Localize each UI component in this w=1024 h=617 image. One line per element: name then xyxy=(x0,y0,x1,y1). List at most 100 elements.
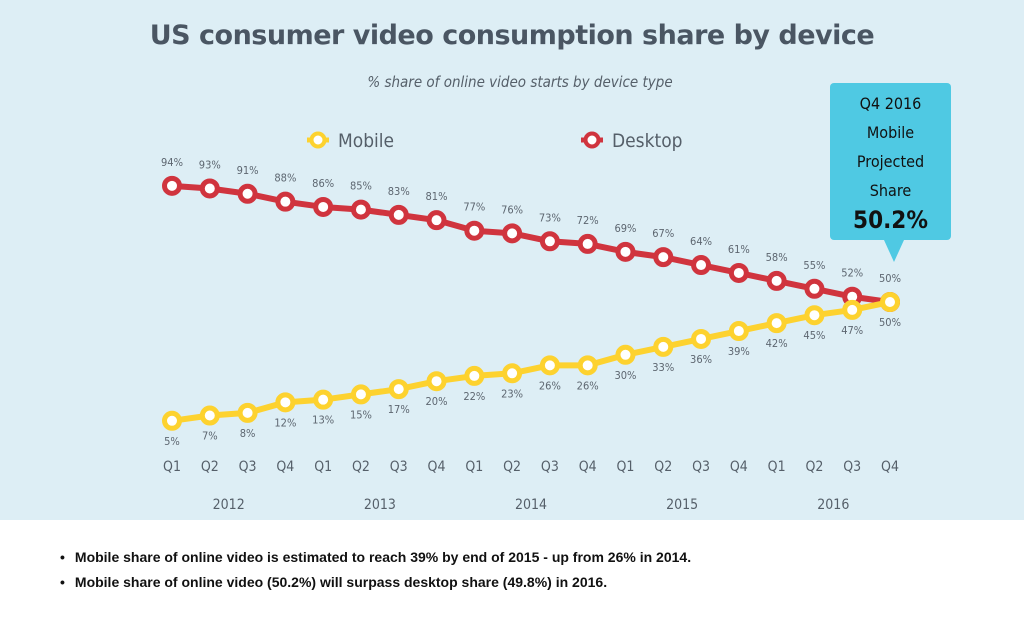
data-label: 50% xyxy=(879,272,901,285)
data-point xyxy=(464,220,485,241)
x-tick-label: Q4 xyxy=(276,459,294,475)
legend-label: Desktop xyxy=(612,130,683,152)
data-label: 22% xyxy=(463,390,485,403)
line-chart: Mobile Desktop 94% 93% 91% 88% 86% 85% 83% 81% 77%… xyxy=(161,130,901,513)
data-point xyxy=(766,313,787,334)
x-tick-label: Q1 xyxy=(163,459,181,475)
notes-list: Mobile share of online video is estimate… xyxy=(60,545,691,595)
data-point xyxy=(502,363,523,384)
legend-label: Mobile xyxy=(338,130,394,152)
x-tick-label: Q1 xyxy=(768,459,786,475)
data-label: 7% xyxy=(202,430,218,443)
data-label: 81% xyxy=(426,190,448,203)
data-label: 55% xyxy=(803,259,825,272)
data-label: 47% xyxy=(841,324,863,337)
data-label: 26% xyxy=(539,379,561,392)
x-tick-label: Q3 xyxy=(239,459,257,475)
data-label: 50% xyxy=(879,316,901,329)
data-label: 45% xyxy=(803,329,825,342)
data-point xyxy=(464,365,485,386)
x-tick-label: Q3 xyxy=(390,459,408,475)
data-label: 83% xyxy=(388,185,410,198)
data-point xyxy=(237,402,258,423)
data-label: 23% xyxy=(501,387,523,400)
x-tick-label: Q4 xyxy=(881,459,899,475)
data-label: 94% xyxy=(161,156,183,169)
data-label: 76% xyxy=(501,203,523,216)
data-label: 67% xyxy=(652,227,674,240)
data-label: 52% xyxy=(841,267,863,280)
data-point xyxy=(162,175,182,196)
x-tick-label: Q4 xyxy=(579,459,597,475)
data-point xyxy=(162,410,182,431)
data-label: 13% xyxy=(312,414,334,427)
data-point xyxy=(766,270,787,291)
year-label: 2012 xyxy=(213,497,245,513)
data-point xyxy=(275,392,296,413)
data-label: 20% xyxy=(426,395,448,408)
projection-callout: Q4 2016 Mobile Projected Share 50.2% xyxy=(830,83,951,240)
x-tick-label: Q2 xyxy=(654,459,672,475)
note-item: Mobile share of online video is estimate… xyxy=(60,545,691,570)
data-point xyxy=(237,183,258,204)
note-item: Mobile share of online video (50.2%) wil… xyxy=(60,570,691,595)
data-label: 77% xyxy=(463,201,485,214)
data-point xyxy=(313,389,334,410)
x-tick-label: Q2 xyxy=(805,459,823,475)
data-point xyxy=(388,204,409,225)
data-label: 61% xyxy=(728,243,750,256)
x-tick-label: Q1 xyxy=(617,459,635,475)
data-point xyxy=(728,262,749,283)
x-tick-label: Q4 xyxy=(428,459,446,475)
data-point xyxy=(804,278,825,299)
x-tick-label: Q1 xyxy=(314,459,332,475)
data-point xyxy=(426,210,447,231)
data-label: 26% xyxy=(577,379,599,392)
data-point xyxy=(199,178,220,199)
data-point xyxy=(539,231,560,252)
data-label: 73% xyxy=(539,211,561,224)
x-tick-label: Q1 xyxy=(465,459,483,475)
data-point xyxy=(426,371,447,392)
callout-line: Q4 2016 xyxy=(859,94,922,113)
data-label: 72% xyxy=(577,214,599,227)
callout-pointer xyxy=(884,240,904,262)
data-label: 39% xyxy=(728,345,750,358)
data-label: 36% xyxy=(690,353,712,366)
data-point xyxy=(691,255,712,276)
data-label: 8% xyxy=(240,427,256,440)
x-tick-label: Q2 xyxy=(201,459,219,475)
data-point xyxy=(615,241,636,262)
data-point xyxy=(691,328,712,349)
data-label: 88% xyxy=(274,172,296,185)
data-point xyxy=(880,292,900,312)
data-point xyxy=(388,379,409,400)
year-label: 2015 xyxy=(666,497,698,513)
year-label: 2013 xyxy=(364,497,396,513)
data-point xyxy=(615,344,636,365)
data-label: 86% xyxy=(312,177,334,190)
chart-subtitle: % share of online video starts by device… xyxy=(367,73,673,91)
data-label: 12% xyxy=(274,416,296,429)
chart-title: US consumer video consumption share by d… xyxy=(149,20,875,51)
data-point xyxy=(199,405,220,426)
x-tick-label: Q2 xyxy=(352,459,370,475)
data-label: 30% xyxy=(614,369,636,382)
data-label: 64% xyxy=(690,235,712,248)
data-label: 91% xyxy=(237,164,259,177)
data-point xyxy=(539,355,560,376)
data-point xyxy=(653,336,674,357)
x-tick-label: Q3 xyxy=(843,459,861,475)
data-point xyxy=(577,233,598,254)
data-point xyxy=(577,355,598,376)
data-point xyxy=(653,247,674,268)
year-label: 2014 xyxy=(515,497,547,513)
data-label: 15% xyxy=(350,408,372,421)
data-label: 85% xyxy=(350,180,372,193)
callout-value: 50.2% xyxy=(853,206,928,234)
data-point xyxy=(728,321,749,342)
legend-marker xyxy=(309,131,327,149)
data-label: 17% xyxy=(388,403,410,416)
data-label: 93% xyxy=(199,158,221,171)
year-label: 2016 xyxy=(817,497,849,513)
